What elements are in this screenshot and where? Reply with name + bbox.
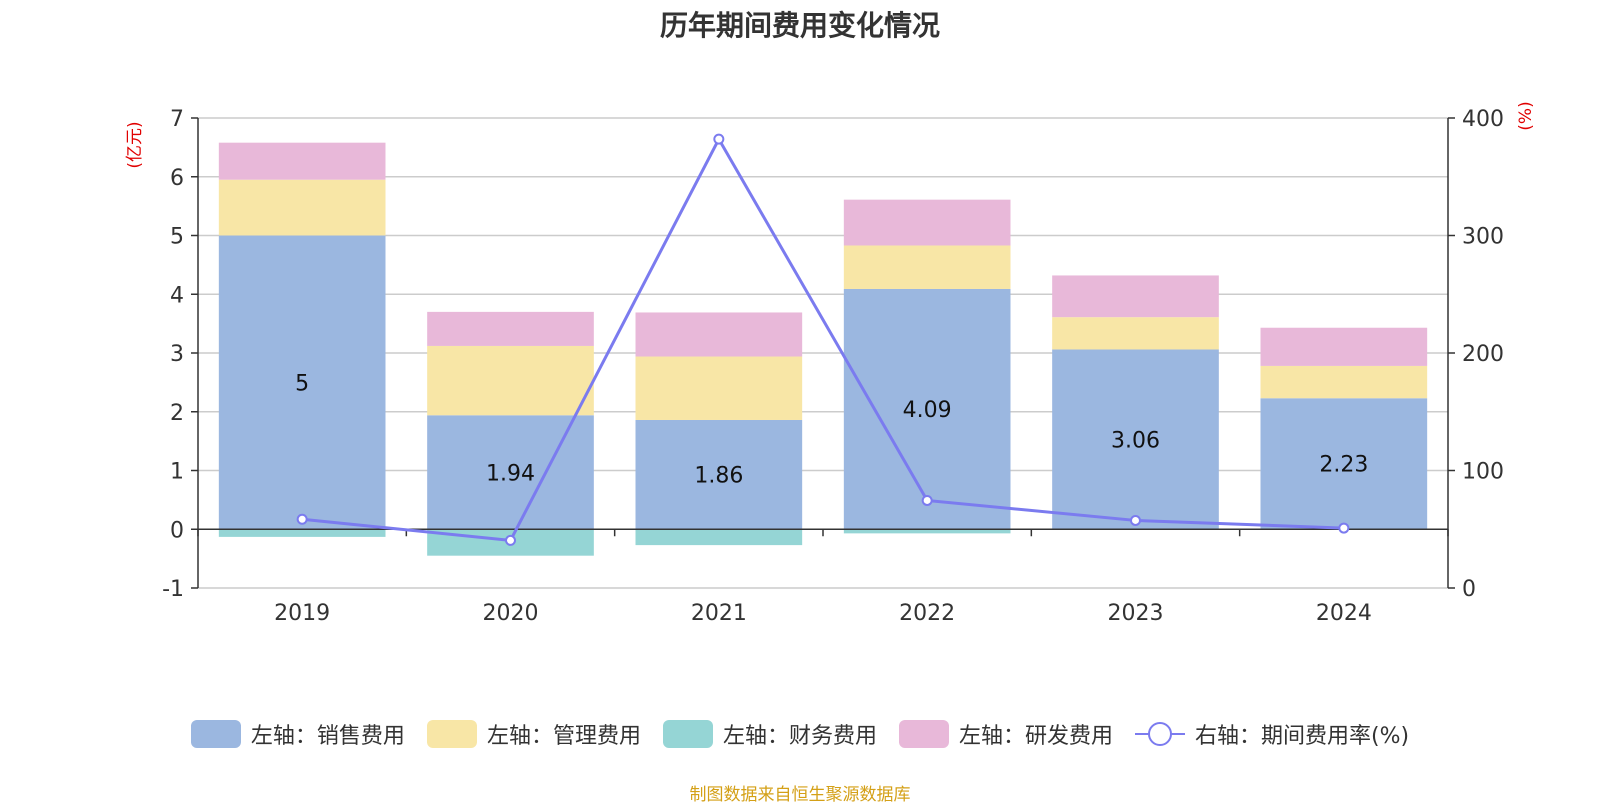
legend-swatch xyxy=(426,720,477,748)
rate-line xyxy=(302,136,1344,543)
right-tick-label: 0 xyxy=(1462,577,1476,602)
right-tick-label: 300 xyxy=(1462,225,1504,250)
left-tick-label: 1 xyxy=(170,460,184,485)
bar-segment xyxy=(218,179,386,236)
left-tick-label: 7 xyxy=(170,107,184,132)
left-tick-label: 0 xyxy=(170,518,184,543)
left-tick-label: 5 xyxy=(170,225,184,250)
bar-data-label: 5 xyxy=(295,371,309,396)
bar-data-label: 1.86 xyxy=(694,464,743,489)
x-tick-label: 2019 xyxy=(274,601,330,626)
rate-line-series xyxy=(296,133,1350,546)
legend-swatch xyxy=(898,720,949,748)
left-tick-label: 3 xyxy=(170,342,184,367)
legend-item[interactable]: 右轴：期间费用率(%) xyxy=(1134,718,1410,750)
bar-segment xyxy=(218,142,386,180)
bar-segment xyxy=(218,529,386,537)
left-tick-label: 2 xyxy=(170,401,184,426)
legend-item[interactable]: 左轴：财务费用 xyxy=(662,718,877,750)
rate-point xyxy=(1130,514,1141,526)
rate-point xyxy=(1338,522,1350,534)
right-tick-label: 200 xyxy=(1462,342,1504,367)
x-tick-label: 2022 xyxy=(899,601,955,626)
bar-segment xyxy=(1052,317,1219,350)
bar-data-label: 3.06 xyxy=(1111,428,1160,453)
legend-label: 左轴：财务费用 xyxy=(722,724,877,749)
rate-point xyxy=(713,133,725,145)
legend-swatch xyxy=(190,720,241,748)
source-note: 制图数据来自恒生聚源数据库 xyxy=(689,785,911,805)
right-tick-label: 100 xyxy=(1462,460,1504,485)
legend-label: 右轴：期间费用率(%) xyxy=(1194,724,1410,749)
x-tick-label: 2023 xyxy=(1108,601,1164,626)
rate-point xyxy=(505,534,516,546)
bar-series xyxy=(218,142,1428,556)
bar-segment xyxy=(843,529,1011,534)
left-tick-label: 4 xyxy=(170,283,184,308)
right-tick-label: 400 xyxy=(1462,107,1504,132)
bar-segment xyxy=(218,235,386,530)
bar-segment xyxy=(635,419,803,530)
legend-item[interactable]: 左轴：管理费用 xyxy=(426,718,641,750)
bar-segment xyxy=(635,312,803,357)
legend-item[interactable]: 左轴：销售费用 xyxy=(190,718,405,750)
bar-segment xyxy=(843,245,1011,289)
bar-segment xyxy=(1260,365,1428,399)
bar-segment xyxy=(427,311,594,346)
right-axis-unit: (%) xyxy=(1516,101,1536,130)
left-axis-unit: (亿元) xyxy=(125,121,145,168)
rate-point xyxy=(296,513,308,525)
bar-segment xyxy=(635,356,803,420)
bar-segment xyxy=(843,288,1011,530)
legend: 左轴：销售费用 左轴：管理费用 左轴：财务费用 左轴：研发费用 右轴：期间费用率(%) xyxy=(0,718,1600,750)
legend-line-icon xyxy=(1134,722,1185,746)
left-tick-label: 6 xyxy=(170,166,184,191)
x-tick-label: 2024 xyxy=(1316,601,1372,626)
chart-canvas: -1 0 1 2 3 4 5 6 7 0 100 200 300 400 (亿元) (%) 2019 2020 20… xyxy=(125,101,1536,626)
rate-point xyxy=(921,494,933,506)
grid-lines xyxy=(198,117,1448,589)
bar-segment xyxy=(635,529,803,546)
data-labels: 5 1.94 1.86 4.09 3.06 2.23 xyxy=(295,371,1368,488)
bar-segment xyxy=(843,199,1011,246)
legend-item[interactable]: 左轴：研发费用 xyxy=(898,718,1113,750)
x-tick-label: 2021 xyxy=(691,601,747,626)
left-tick-label: -1 xyxy=(162,577,184,602)
x-tick-label: 2020 xyxy=(483,601,539,626)
bar-segment xyxy=(1260,327,1428,366)
bar-segment xyxy=(427,345,594,416)
legend-swatch xyxy=(662,720,713,748)
legend-label: 左轴：研发费用 xyxy=(958,724,1113,749)
bar-segment xyxy=(1052,275,1219,318)
chart-title: 历年期间费用变化情况 xyxy=(659,9,940,42)
bar-data-label: 2.23 xyxy=(1319,453,1368,478)
axes: -1 0 1 2 3 4 5 6 7 0 100 200 300 400 (亿元) (%) 2019 2020 20… xyxy=(125,101,1536,626)
bar-segment xyxy=(1052,349,1219,530)
legend-label: 左轴：管理费用 xyxy=(486,724,641,749)
bar-data-label: 4.09 xyxy=(903,398,952,423)
bar-segment xyxy=(1260,398,1428,530)
legend-label: 左轴：销售费用 xyxy=(250,724,405,749)
bar-data-label: 1.94 xyxy=(486,461,535,486)
